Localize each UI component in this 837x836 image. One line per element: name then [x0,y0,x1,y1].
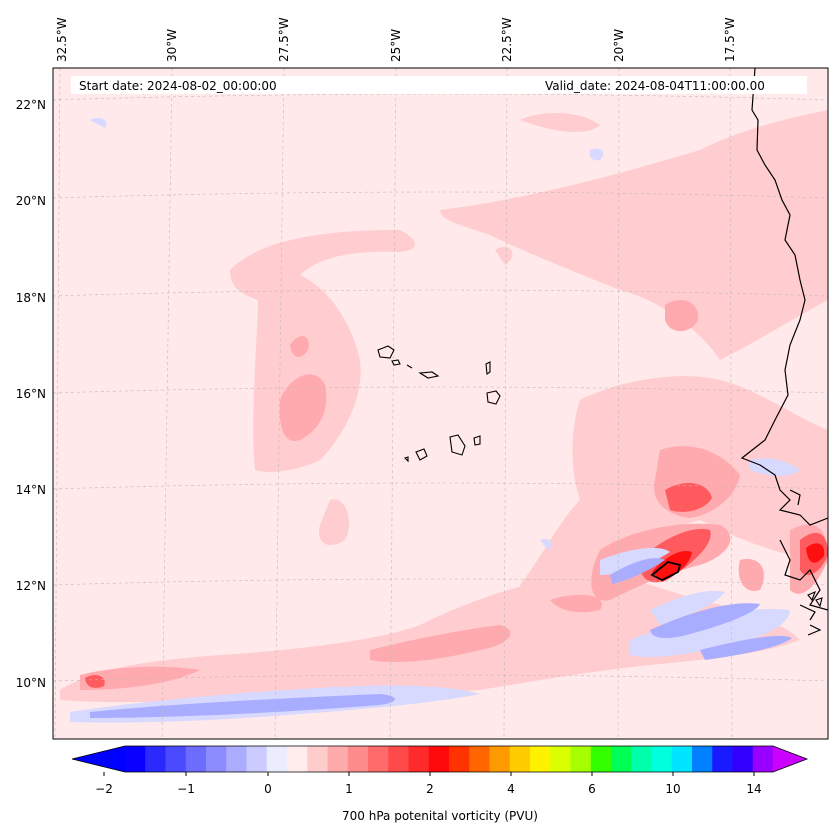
colorbar-segment [671,746,693,772]
colorbar-tick-label: 10 [665,782,681,796]
colorbar-segment [165,746,187,772]
pv-contours-light-red [60,110,828,703]
date-box [71,76,807,94]
lat-label: 14°N [15,483,46,497]
colorbar-segment [590,746,612,772]
lon-label: 17.5°W [723,17,737,62]
colorbar-segment [246,746,268,772]
start-date-text: Start date: 2024-08-02_00:00:00 [79,79,277,93]
colorbar-segment [550,746,571,772]
colorbar-tick-label: 4 [507,782,515,796]
colorbar-segment [408,746,430,772]
colorbar-segment [185,746,207,772]
colorbar-segment [226,746,247,772]
lat-label: 16°N [15,387,46,401]
coastline [740,68,828,636]
colorbar-label: 700 hPa potenital vorticity (PVU) [342,809,538,823]
colorbar-segment [692,746,713,772]
colorbar-tick-label: −1 [177,782,195,796]
colorbar-segment [489,746,511,772]
colorbar-segment [732,746,754,772]
colorbar-segment [347,746,369,772]
lon-label: 30°W [165,28,179,62]
colorbar-segment [631,746,652,772]
lat-label: 18°N [15,291,46,305]
lon-label: 25°W [389,28,403,62]
lat-label: 20°N [15,194,46,208]
colorbar-tick-label: 14 [746,782,762,796]
colorbar-segment [266,746,288,772]
colorbar-segment [651,746,673,772]
graticule [53,68,828,739]
colorbar-segment [206,746,227,772]
colorbar-segment [368,746,389,772]
pv-contours-deep-red [652,543,825,582]
colorbar-segment [388,746,409,772]
colorbar-segment [570,746,592,772]
colorbar-segment [307,746,328,772]
colorbar-segment [509,746,531,772]
map-frame [52,67,829,740]
colorbar-extend-low [72,746,125,772]
colorbar-segment [712,746,733,772]
lon-label: 22.5°W [500,17,514,62]
colorbar-segment [287,746,308,772]
colorbar-segment [469,746,490,772]
colorbar-segment [327,746,349,772]
colorbar-extend-high [773,746,807,772]
colorbar-segment [449,746,470,772]
colorbar-tick-label: 2 [426,782,434,796]
colorbar-segment [145,746,166,772]
colorbar-tick-label: −2 [95,782,113,796]
colorbar-segment [752,746,774,772]
lon-label: 20°W [612,28,626,62]
islands [377,345,823,608]
lat-label: 22°N [15,98,46,112]
map-area [53,68,828,739]
lon-label: 27.5°W [277,17,291,62]
colorbar-tick-label: 6 [588,782,596,796]
lat-label: 12°N [15,579,46,593]
lon-label: 32.5°W [55,17,69,62]
colorbar-outline [71,745,809,773]
colorbar-segment [611,746,632,772]
colorbar-tick-label: 0 [264,782,272,796]
lat-label: 10°N [15,676,46,690]
colorbar [71,745,809,776]
colorbar-segment [428,746,450,772]
colorbar-segment [125,746,146,772]
colorbar-tick-label: 1 [345,782,353,796]
pv-contours-mid-blue [90,558,792,718]
colorbar-segment [530,746,551,772]
valid-date-text: Valid_date: 2024-08-04T11:00:00.00 [545,79,765,93]
